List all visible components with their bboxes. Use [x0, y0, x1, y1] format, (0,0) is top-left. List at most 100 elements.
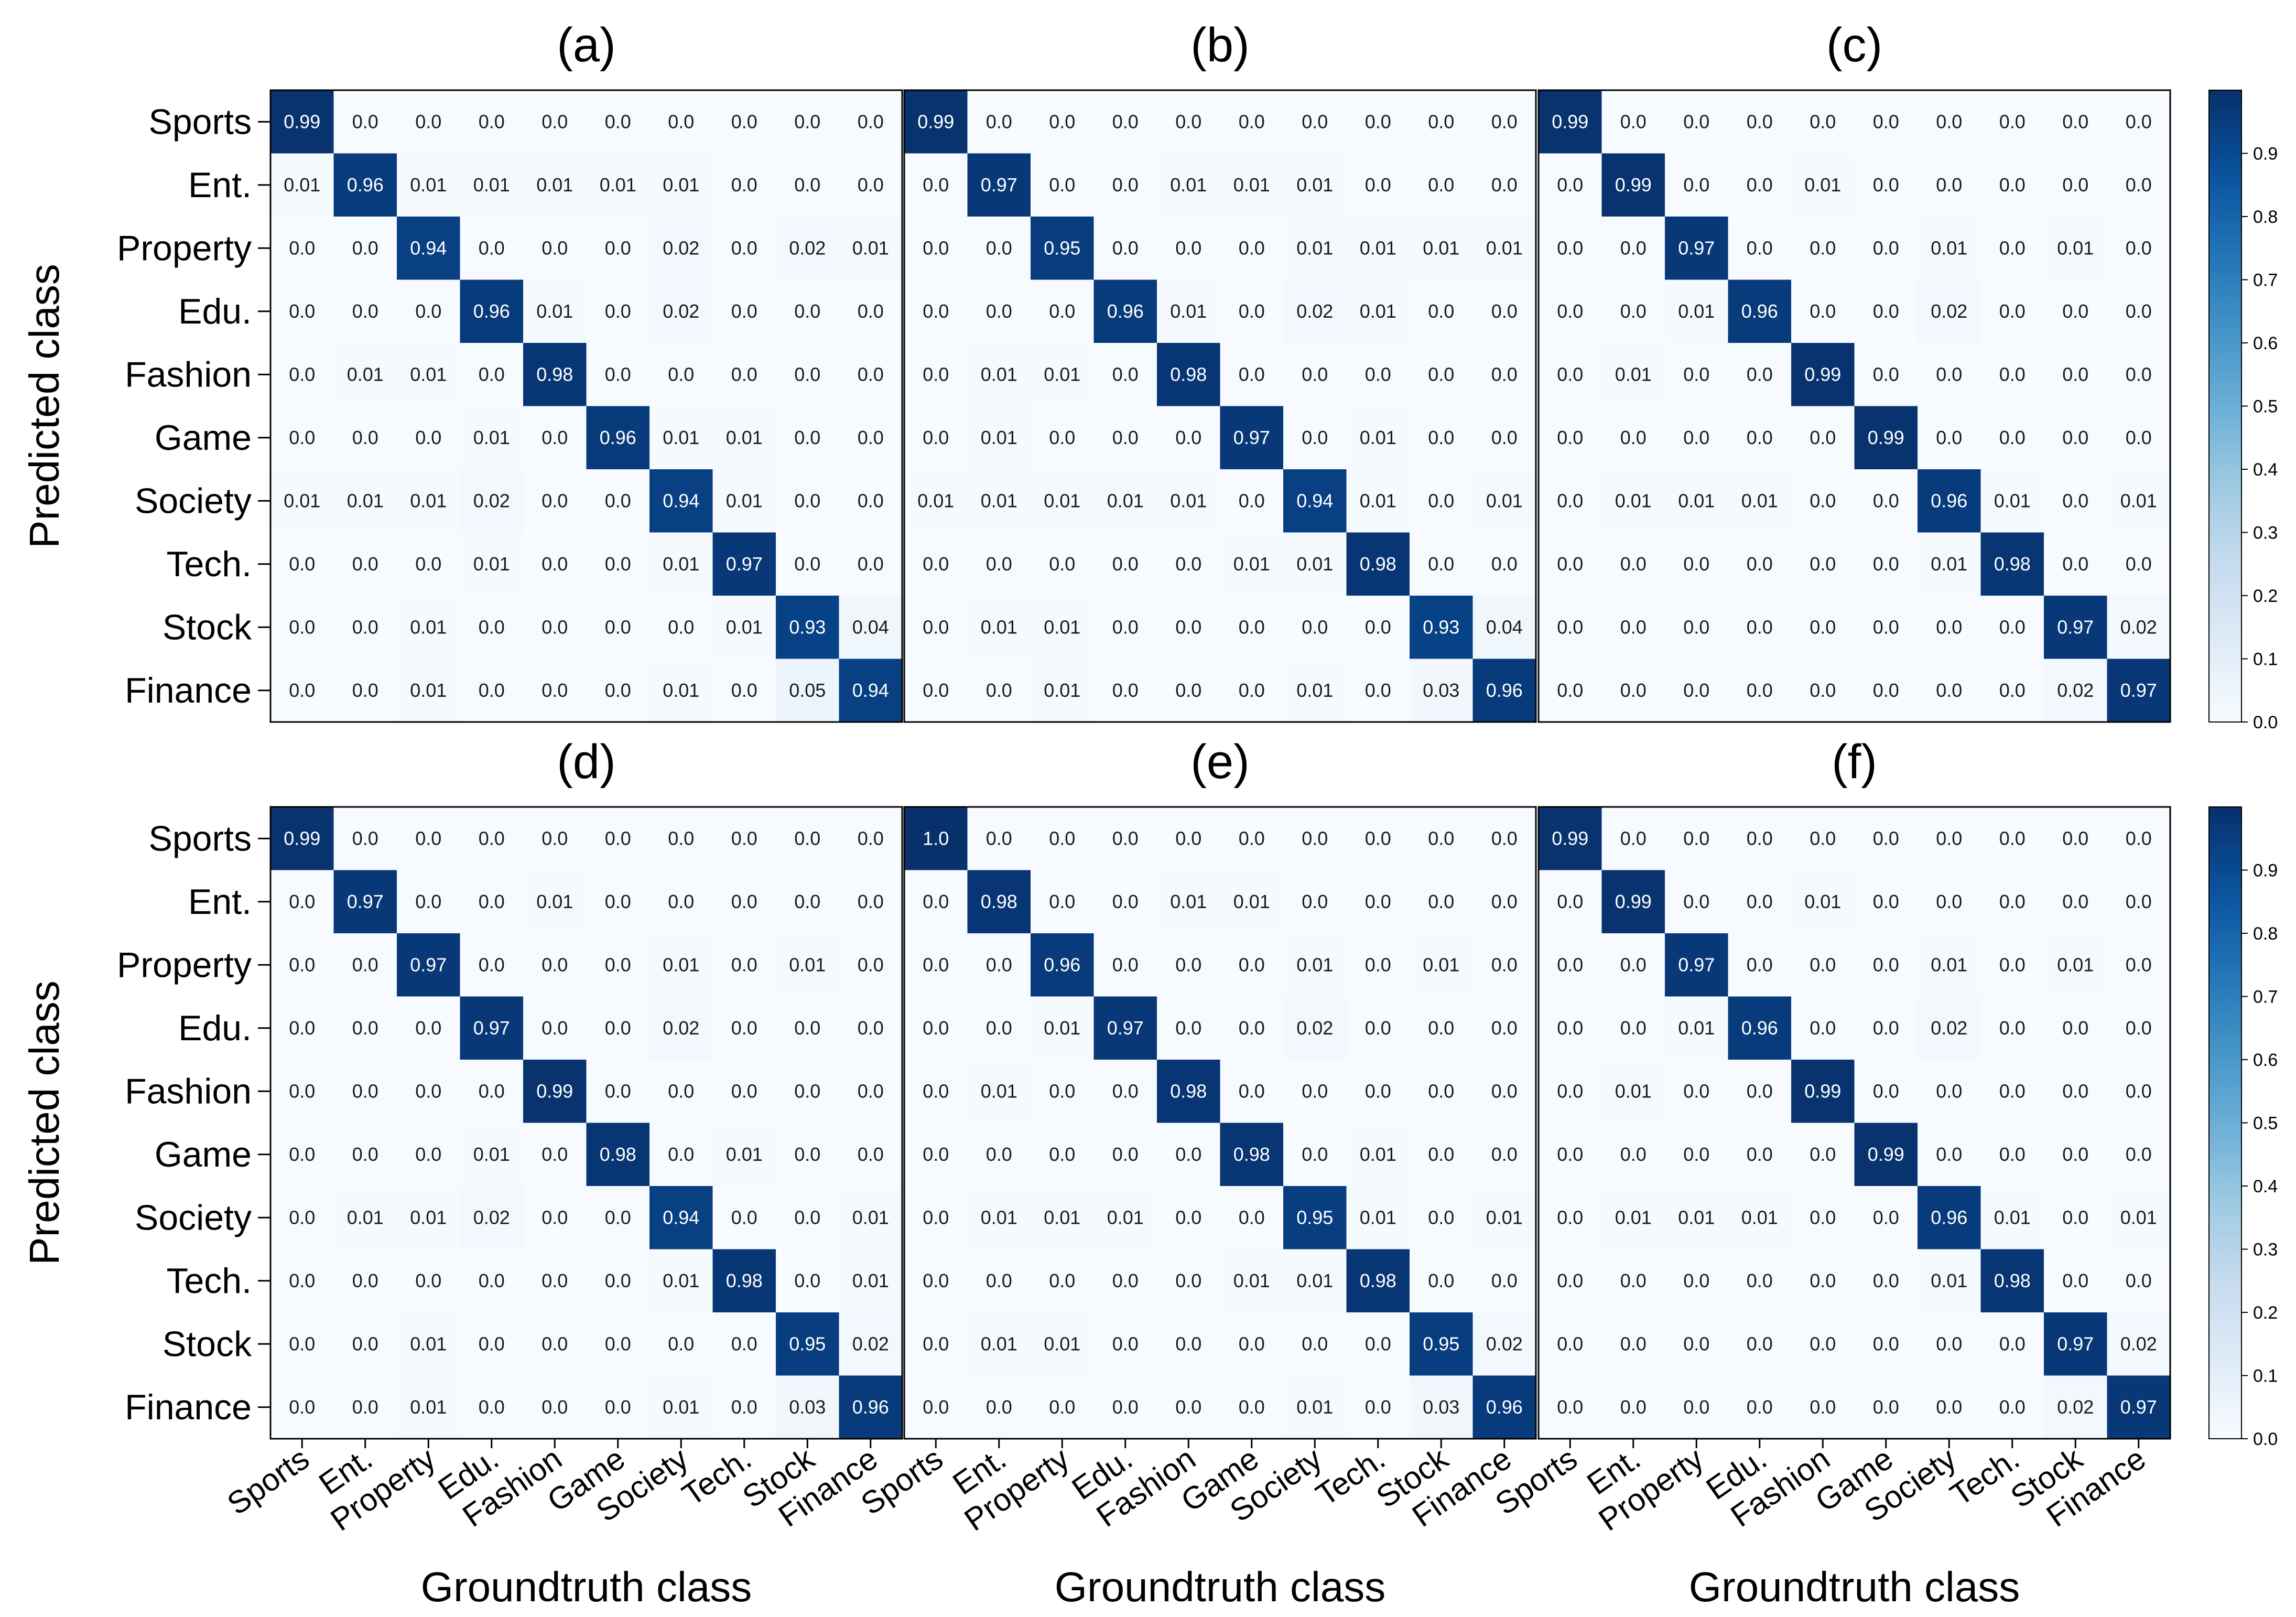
heatmap-cell [1220, 870, 1284, 934]
cell-value: 0.0 [1936, 1080, 1962, 1102]
heatmap-cell [1728, 870, 1792, 934]
cell-value: 0.99 [1804, 363, 1841, 385]
heatmap-cell [839, 996, 903, 1060]
cell-value: 0.02 [789, 237, 826, 258]
cell-value: 0.95 [1296, 1206, 1333, 1228]
cell-value: 0.0 [541, 1333, 568, 1354]
cell-value: 0.0 [289, 553, 315, 575]
heatmap-cell [1980, 996, 2044, 1060]
y-axis-label: Predicted class [21, 264, 68, 548]
heatmap-cell [270, 343, 334, 407]
cell-value: 0.0 [1491, 174, 1518, 196]
cell-value: 0.0 [415, 427, 441, 448]
cell-value: 0.0 [1747, 111, 1773, 132]
heatmap-cell [2107, 1375, 2171, 1439]
cell-value: 0.0 [1557, 1270, 1583, 1291]
cell-value: 0.01 [1296, 553, 1333, 575]
heatmap-cell [1346, 933, 1410, 997]
cell-value: 0.0 [1428, 1017, 1454, 1039]
heatmap-cell [333, 279, 397, 343]
heatmap-cell [333, 406, 397, 470]
heatmap-cell [1665, 153, 1729, 217]
heatmap-cell [1410, 90, 1474, 154]
colorbar-tick-label: 0.9 [2253, 861, 2278, 881]
cell-value: 0.01 [1044, 1333, 1080, 1354]
cell-value: 0.01 [1044, 680, 1080, 701]
cell-value: 0.0 [858, 1017, 884, 1039]
heatmap-cell [1093, 1186, 1157, 1250]
heatmap-cell [1346, 596, 1410, 660]
heatmap-cell [1601, 870, 1665, 934]
heatmap-cell [1728, 1249, 1792, 1313]
heatmap-cell [1472, 469, 1536, 533]
heatmap-cell [397, 807, 461, 871]
cell-value: 0.0 [1683, 174, 1709, 196]
cell-value: 0.01 [1615, 490, 1652, 511]
cell-value: 0.02 [2120, 1333, 2157, 1354]
heatmap-cell [649, 153, 713, 217]
heatmap-cell [270, 153, 334, 217]
cell-value: 0.0 [2126, 300, 2152, 322]
cell-value: 0.94 [410, 237, 447, 258]
cell-value: 0.0 [1302, 111, 1328, 132]
cell-value: 0.0 [352, 827, 378, 849]
cell-value: 0.0 [1112, 616, 1139, 638]
cell-value: 0.0 [794, 300, 820, 322]
heatmap-cell [776, 1249, 840, 1313]
x-tick-label: Tech. [676, 1441, 757, 1513]
heatmap-cell [333, 1312, 397, 1376]
heatmap-cell [1665, 532, 1729, 596]
colorbar-tick-label: 0.7 [2253, 271, 2278, 290]
heatmap-cell [1980, 406, 2044, 470]
heatmap-cell [1472, 596, 1536, 660]
cell-value: 0.0 [1175, 111, 1201, 132]
heatmap-cell [1472, 343, 1536, 407]
heatmap-cell [1854, 153, 1918, 217]
heatmap-cell [904, 406, 968, 470]
heatmap-cell [1665, 406, 1729, 470]
cell-value: 0.03 [1423, 680, 1459, 701]
cell-value: 0.0 [541, 616, 568, 638]
cell-value: 0.0 [479, 363, 505, 385]
heatmap-cell [1539, 870, 1602, 934]
cell-value: 0.0 [1112, 427, 1139, 448]
heatmap-cell [649, 1375, 713, 1439]
cell-value: 0.0 [541, 111, 568, 132]
heatmap-cell [1346, 807, 1410, 871]
cell-value: 0.0 [1810, 616, 1836, 638]
cell-value: 0.0 [986, 300, 1012, 322]
heatmap-cell [1665, 1060, 1729, 1124]
heatmap-cell [1791, 90, 1855, 154]
heatmap-cell [967, 217, 1031, 281]
heatmap-cell [1031, 1312, 1095, 1376]
heatmap-cell [1539, 1186, 1602, 1250]
cell-value: 0.0 [1239, 1396, 1265, 1418]
heatmap-cell [1410, 1186, 1474, 1250]
heatmap-cell [1791, 807, 1855, 871]
heatmap-cell [839, 279, 903, 343]
cell-value: 0.01 [726, 490, 763, 511]
cell-value: 0.0 [1557, 363, 1583, 385]
heatmap-cell [904, 1312, 968, 1376]
cell-value: 0.0 [1810, 237, 1836, 258]
cell-value: 0.0 [415, 1144, 441, 1165]
heatmap-cell [1093, 1123, 1157, 1187]
heatmap-cell [1601, 659, 1665, 723]
heatmap-cell [2107, 217, 2171, 281]
heatmap-cell [397, 870, 461, 934]
heatmap-cell [1157, 217, 1221, 281]
heatmap-cell [904, 933, 968, 997]
heatmap-cell [1854, 1375, 1918, 1439]
panel-frame [269, 806, 903, 1440]
heatmap-cell [1031, 870, 1095, 934]
cell-value: 0.0 [1747, 553, 1773, 575]
heatmap-cell [1093, 996, 1157, 1060]
heatmap-cell [1918, 933, 1981, 997]
heatmap-cell [1220, 1186, 1284, 1250]
heatmap-cell [967, 807, 1031, 871]
cell-value: 0.0 [923, 891, 949, 912]
cell-value: 0.0 [1428, 891, 1454, 912]
cell-value: 0.97 [1107, 1017, 1144, 1039]
cell-value: 0.0 [1620, 300, 1647, 322]
heatmap-cell [1283, 279, 1347, 343]
